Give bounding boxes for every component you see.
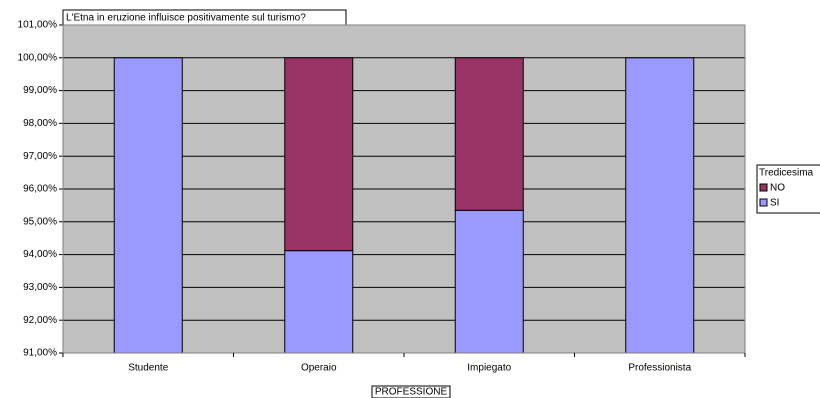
- legend-swatch: [759, 198, 768, 207]
- y-tick-label: 92,00%: [23, 315, 57, 326]
- bar-segment: [454, 209, 524, 354]
- bar-segment: [284, 250, 354, 354]
- x-tick-label: Operaio: [301, 363, 337, 374]
- y-tick-label: 100,00%: [18, 52, 58, 63]
- y-tick-label: 101,00%: [18, 20, 58, 31]
- y-tick-label: 99,00%: [23, 85, 57, 96]
- y-tick-label: 96,00%: [23, 184, 57, 195]
- chart-title: L'Etna in eruzione influisce positivamen…: [66, 13, 306, 24]
- y-tick-label: 93,00%: [23, 282, 57, 293]
- y-tick-label: 98,00%: [23, 118, 57, 129]
- y-tick-label: 91,00%: [23, 348, 57, 359]
- x-tick-label: Studente: [128, 363, 168, 374]
- y-tick-label: 94,00%: [23, 249, 57, 260]
- x-label-box: [371, 385, 451, 398]
- bar-segment: [284, 57, 354, 252]
- legend-label: NO: [770, 183, 785, 194]
- x-axis-label: PROFESSIONE: [375, 387, 448, 398]
- x-tick-label: Professionista: [628, 363, 691, 374]
- legend-title: Tredicesima: [759, 168, 814, 179]
- legend-label: SI: [770, 198, 779, 209]
- legend-swatch: [759, 183, 768, 192]
- x-tick-label: Impiegato: [467, 363, 511, 374]
- bar-segment: [454, 57, 524, 211]
- bar-segment: [625, 57, 695, 354]
- bar-segment: [113, 57, 183, 354]
- y-tick-label: 97,00%: [23, 151, 57, 162]
- y-tick-label: 95,00%: [23, 216, 57, 227]
